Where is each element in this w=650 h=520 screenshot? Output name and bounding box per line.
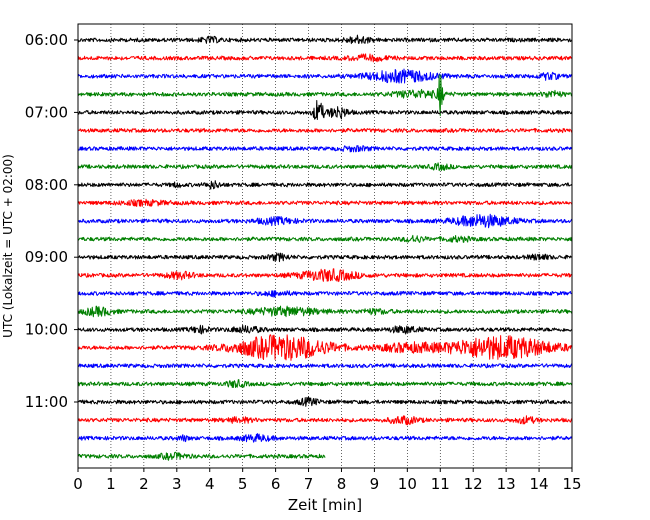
y-tick-label-1: 07:00	[25, 103, 68, 121]
trace-group	[77, 34, 573, 461]
trace-0930	[77, 290, 573, 298]
y-axis-label: UTC (Lokalzeit = UTC + 02:00)	[1, 154, 15, 338]
x-tick-label-13: 13	[497, 475, 516, 493]
x-tick-label-6: 6	[271, 475, 281, 493]
trace-1000	[77, 324, 573, 335]
trace-1030	[77, 363, 573, 369]
vertical-gridlines	[110, 24, 540, 468]
y-tick-label-0: 06:00	[25, 31, 68, 49]
x-tick-label-0: 0	[73, 475, 83, 493]
trace-0745	[77, 162, 573, 172]
y-axis-ticks: 06:00 07:00 08:00 09:00 10:00 11:00	[25, 31, 78, 411]
x-tick-label-10: 10	[398, 475, 417, 493]
trace-0845	[77, 234, 573, 243]
y-tick-label-5: 11:00	[25, 393, 68, 411]
x-tick-label-2: 2	[139, 475, 149, 493]
trace-0815	[77, 198, 573, 207]
trace-0915	[77, 268, 573, 283]
x-tick-label-14: 14	[530, 475, 549, 493]
trace-0945	[77, 305, 573, 318]
trace-1015	[77, 334, 573, 361]
trace-1115	[77, 415, 573, 426]
trace-1145	[77, 451, 326, 461]
trace-0715	[77, 127, 573, 134]
trace-1045	[77, 379, 573, 388]
x-tick-label-12: 12	[464, 475, 483, 493]
y-tick-label-2: 08:00	[25, 176, 68, 194]
x-tick-label-1: 1	[106, 475, 116, 493]
x-tick-label-7: 7	[304, 475, 314, 493]
trace-0645	[77, 74, 573, 117]
trace-0830	[77, 213, 573, 229]
trace-1100	[77, 396, 573, 407]
plot-frame	[77, 23, 573, 469]
x-tick-label-5: 5	[238, 475, 248, 493]
trace-0700	[77, 100, 573, 121]
trace-0730	[77, 145, 573, 153]
x-axis-ticks: 0 1 2 3 4 5 6 7 8 9 10 11 12 13 14 15	[73, 468, 582, 493]
trace-0615	[77, 53, 573, 63]
trace-0900	[77, 252, 573, 263]
y-tick-label-4: 10:00	[25, 321, 68, 339]
trace-0600	[77, 34, 573, 45]
trace-1130	[77, 433, 573, 443]
x-tick-label-9: 9	[370, 475, 380, 493]
x-tick-label-11: 11	[431, 475, 450, 493]
x-axis-label: Zeit [min]	[288, 496, 362, 514]
x-tick-label-3: 3	[172, 475, 182, 493]
x-tick-label-4: 4	[205, 475, 215, 493]
x-tick-label-15: 15	[562, 475, 581, 493]
x-tick-label-8: 8	[337, 475, 347, 493]
trace-0800	[77, 180, 573, 190]
trace-0630	[77, 68, 573, 84]
y-tick-label-3: 09:00	[25, 248, 68, 266]
